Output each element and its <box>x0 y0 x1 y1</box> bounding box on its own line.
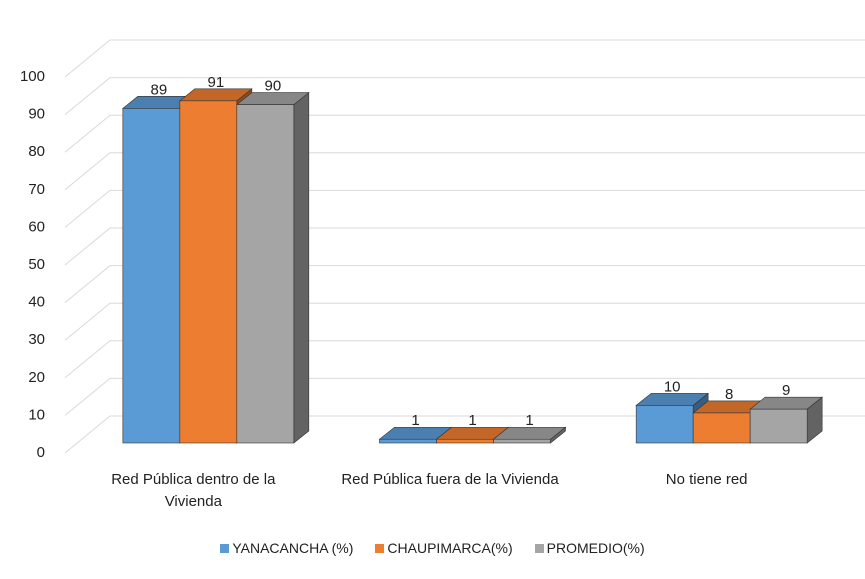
value-label: 89 <box>150 81 167 98</box>
legend-label: PROMEDIO(%) <box>546 540 645 556</box>
grid-line <box>64 227 865 266</box>
bar-front <box>179 100 238 444</box>
grid-line <box>64 189 865 228</box>
legend-item: PROMEDIO(%) <box>534 540 645 556</box>
x-tick-label: No tiene red <box>665 471 748 488</box>
bar <box>235 91 310 444</box>
legend: YANACANCHA (%) CHAUPIMARCA(%) PROMEDIO(%) <box>0 540 865 556</box>
bar <box>749 396 824 444</box>
y-tick-label: 40 <box>28 294 45 311</box>
y-tick-label: 80 <box>28 143 45 160</box>
grid-line <box>64 39 865 78</box>
y-tick-label: 50 <box>28 256 45 273</box>
grid-line <box>64 114 865 153</box>
grid-line <box>64 152 865 191</box>
bar-front <box>635 405 694 444</box>
grid-line <box>64 340 865 379</box>
value-label: 1 <box>468 412 476 429</box>
value-label: 8 <box>725 386 733 403</box>
bar-front <box>692 412 751 444</box>
value-label: 10 <box>664 378 681 395</box>
y-tick-label: 30 <box>28 331 45 348</box>
bar <box>492 426 567 444</box>
y-tick-label: 60 <box>28 218 45 235</box>
bar-front <box>436 438 494 444</box>
bar-front <box>749 408 808 444</box>
y-tick-label: 70 <box>28 181 45 198</box>
bar-front <box>122 108 181 444</box>
grid-line <box>64 77 865 115</box>
grid-line <box>64 415 865 454</box>
bar-side <box>293 91 310 444</box>
y-tick-label: 0 <box>37 444 45 461</box>
bar-front <box>236 104 295 444</box>
x-tick-label: Red Pública dentro de la Vivienda <box>111 471 276 510</box>
legend-swatch <box>534 543 544 553</box>
legend-item: CHAUPIMARCA(%) <box>375 540 513 556</box>
bar-front <box>379 438 437 444</box>
value-label: 1 <box>525 412 533 429</box>
y-tick-label: 90 <box>28 106 45 123</box>
legend-label: CHAUPIMARCA(%) <box>387 540 513 556</box>
bar-front <box>493 438 551 444</box>
legend-item: YANACANCHA (%) <box>220 540 353 556</box>
legend-swatch <box>375 543 385 553</box>
y-tick-label: 100 <box>20 68 45 85</box>
value-label: 9 <box>782 382 790 399</box>
legend-swatch <box>220 543 230 553</box>
x-tick-label: Red Pública fuera de la Vivienda <box>341 471 559 488</box>
value-label: 90 <box>264 78 281 95</box>
grid-line <box>64 302 865 341</box>
value-label: 1 <box>411 412 419 429</box>
y-tick-label: 20 <box>28 369 45 386</box>
y-tick-label: 10 <box>28 406 45 423</box>
value-label: 91 <box>207 74 224 91</box>
legend-label: YANACANCHA (%) <box>232 540 354 556</box>
grid-line <box>64 265 865 303</box>
grid-line <box>64 377 865 416</box>
